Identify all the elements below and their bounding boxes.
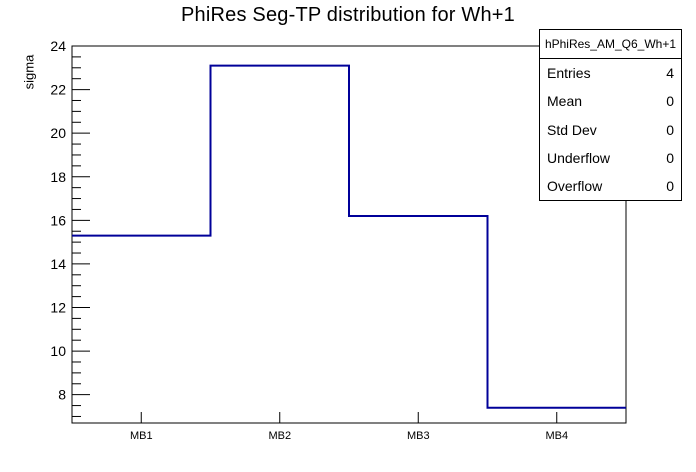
y-axis-tick-label: 20 bbox=[50, 125, 66, 141]
stats-rows: Entries 4 Mean 0 Std Dev 0 Underflow 0 O… bbox=[540, 59, 681, 200]
y-axis-tick-label: 10 bbox=[50, 343, 66, 359]
x-axis-tick-label: MB1 bbox=[130, 430, 153, 442]
y-axis-tick-label: 14 bbox=[50, 256, 66, 272]
y-axis-tick-label: 18 bbox=[50, 169, 66, 185]
stats-row-overflow: Overflow 0 bbox=[540, 172, 681, 200]
stats-label: Overflow bbox=[547, 177, 603, 194]
stats-label: Mean bbox=[547, 93, 583, 110]
stats-value: 0 bbox=[666, 177, 674, 194]
stats-label: Entries bbox=[547, 65, 591, 82]
stats-value: 0 bbox=[666, 121, 674, 138]
histogram-step-line bbox=[72, 64, 626, 409]
chart-title: PhiRes Seg-TP distribution for Wh+1 bbox=[180, 4, 515, 26]
plot-frame bbox=[71, 45, 627, 424]
stats-value: 0 bbox=[666, 93, 674, 110]
x-axis-tick-label: MB2 bbox=[268, 430, 291, 442]
stats-label: Std Dev bbox=[547, 121, 597, 138]
stats-row-underflow: Underflow 0 bbox=[540, 144, 681, 172]
y-axis-tick-label: 12 bbox=[50, 300, 66, 316]
y-axis-tick-label: 22 bbox=[50, 82, 66, 98]
stats-row-mean: Mean 0 bbox=[540, 87, 681, 115]
stats-box: hPhiRes_AM_Q6_Wh+1 Entries 4 Mean 0 Std … bbox=[539, 29, 682, 201]
stats-row-stddev: Std Dev 0 bbox=[540, 115, 681, 143]
y-axis-tick-label: 8 bbox=[58, 387, 66, 403]
stats-row-entries: Entries 4 bbox=[540, 59, 681, 87]
stats-value: 0 bbox=[666, 149, 674, 166]
stats-box-title: hPhiRes_AM_Q6_Wh+1 bbox=[540, 30, 681, 59]
stats-value: 4 bbox=[666, 65, 674, 82]
stats-label: Underflow bbox=[547, 149, 611, 166]
y-axis-tick-label: 24 bbox=[50, 38, 66, 54]
x-axis-tick-label: MB3 bbox=[407, 430, 430, 442]
x-axis-tick-label: MB4 bbox=[545, 430, 568, 442]
y-axis-tick-label: 16 bbox=[50, 212, 66, 228]
